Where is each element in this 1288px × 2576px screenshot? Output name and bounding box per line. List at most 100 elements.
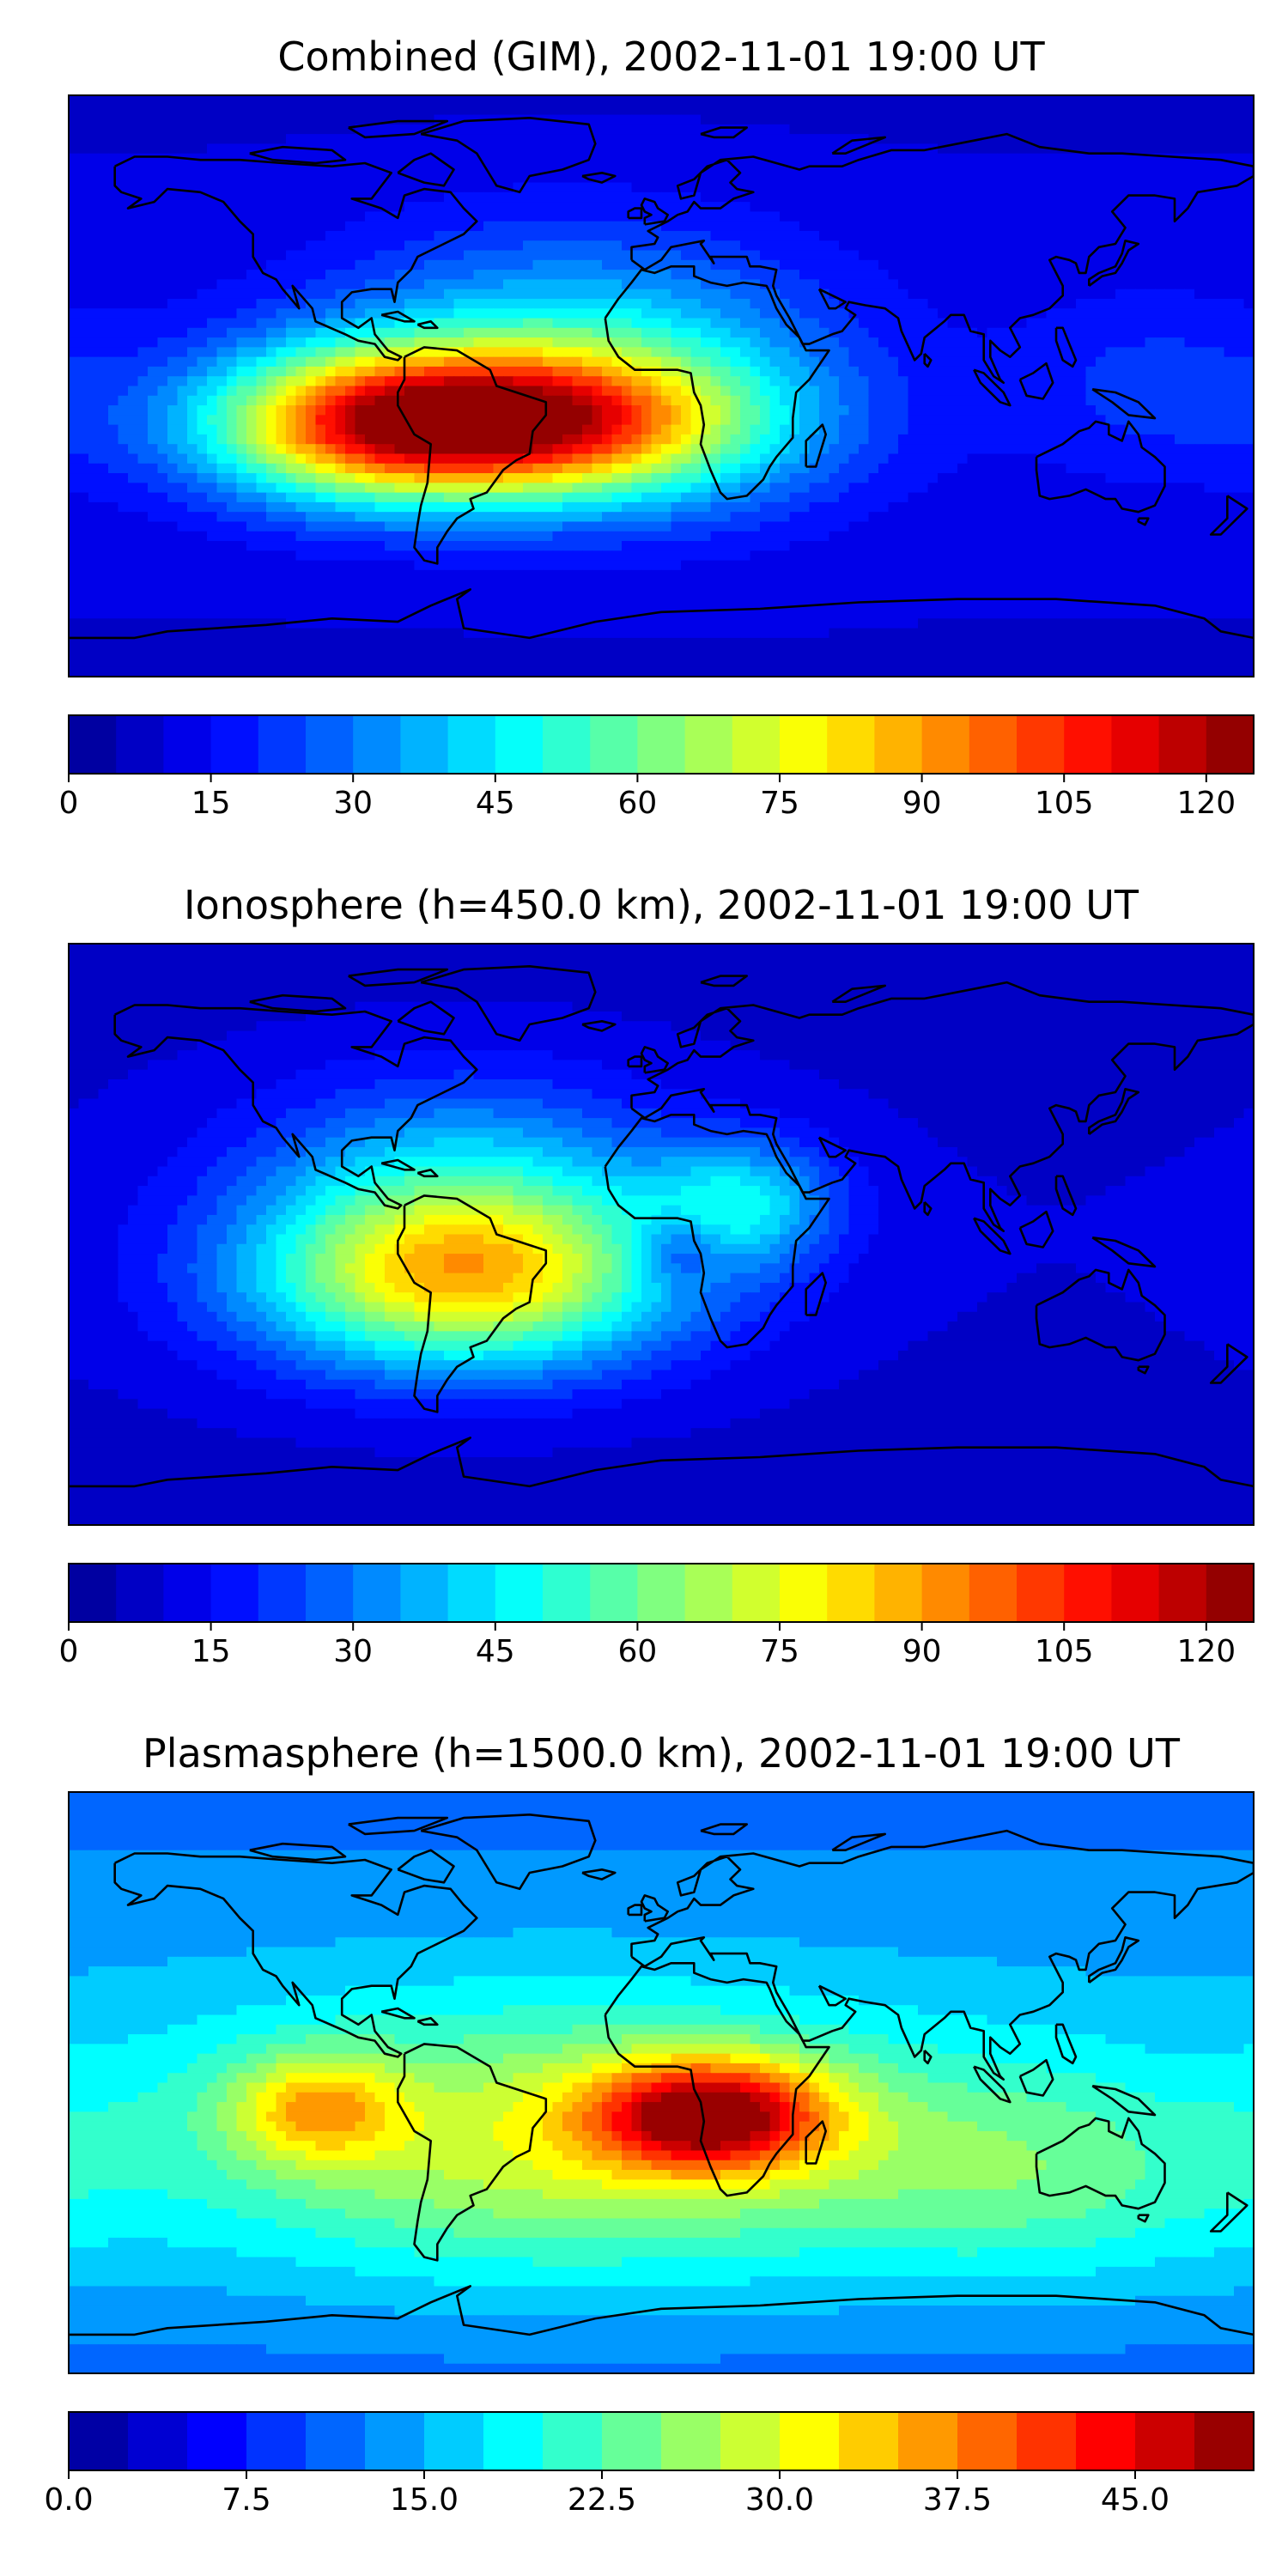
contour-cell xyxy=(602,395,613,406)
contour-cell xyxy=(572,473,583,483)
contour-cell xyxy=(98,327,109,338)
contour-cell xyxy=(671,95,682,106)
contour-cell xyxy=(1175,279,1186,290)
contour-cell xyxy=(888,95,899,106)
contour-cell xyxy=(878,143,890,155)
contour-cell xyxy=(187,347,198,358)
contour-cell xyxy=(1214,453,1225,465)
contour-cell xyxy=(503,453,514,465)
contour-cell xyxy=(1204,453,1215,465)
contour-cell xyxy=(1135,337,1146,348)
contour-cell xyxy=(622,308,633,319)
contour-cell xyxy=(898,298,909,309)
contour-cell xyxy=(592,182,603,193)
contour-cell xyxy=(1175,386,1186,397)
contour-cell xyxy=(148,327,159,338)
contour-cell xyxy=(997,318,1008,329)
contour-cell xyxy=(98,221,109,232)
contour-cell xyxy=(98,240,109,252)
contour-cell xyxy=(207,143,218,155)
contour-cell xyxy=(98,105,109,116)
contour-cell xyxy=(799,434,811,445)
contour-cell xyxy=(503,356,514,368)
contour-cell xyxy=(325,211,337,222)
contour-cell xyxy=(848,221,860,232)
contour-cell xyxy=(681,415,692,426)
contour-cell xyxy=(611,230,623,241)
contour-cell xyxy=(1096,473,1107,483)
contour-cell xyxy=(1175,298,1186,309)
contour-cell xyxy=(295,337,307,348)
contour-cell xyxy=(385,105,396,116)
contour-cell xyxy=(1125,173,1136,184)
contour-cell xyxy=(167,376,179,387)
contour-cell xyxy=(1096,173,1107,184)
contour-cell xyxy=(819,240,830,252)
contour-cell xyxy=(385,356,396,368)
contour-cell xyxy=(276,483,287,494)
contour-cell xyxy=(295,424,307,435)
contour-cell xyxy=(374,289,386,300)
contour-cell xyxy=(671,143,682,155)
contour-cell xyxy=(414,124,425,135)
contour-cell xyxy=(187,211,198,222)
contour-cell xyxy=(236,376,247,387)
contour-cell xyxy=(1046,105,1057,116)
contour-cell xyxy=(710,473,721,483)
contour-cell xyxy=(256,444,267,455)
contour-cell xyxy=(236,289,247,300)
contour-cell xyxy=(177,318,188,329)
contour-cell xyxy=(938,424,949,435)
contour-cell xyxy=(631,153,642,164)
contour-cell xyxy=(1066,211,1077,222)
contour-cell xyxy=(1214,415,1225,426)
contour-cell xyxy=(799,376,811,387)
contour-cell xyxy=(137,366,149,377)
contour-cell xyxy=(1046,230,1057,241)
contour-cell xyxy=(898,105,909,116)
contour-cell xyxy=(1017,95,1028,106)
contour-cell xyxy=(148,95,159,106)
contour-cell xyxy=(839,318,850,329)
contour-cell xyxy=(1224,114,1235,125)
contour-cell xyxy=(987,259,998,270)
contour-cell xyxy=(789,114,800,125)
contour-cell xyxy=(493,279,504,290)
contour-cell xyxy=(1145,376,1156,387)
contour-cell xyxy=(473,211,484,222)
contour-cell xyxy=(148,356,159,368)
contour-cell xyxy=(760,298,771,309)
contour-cell xyxy=(128,327,139,338)
contour-cell xyxy=(325,153,337,164)
contour-cell xyxy=(769,473,781,483)
contour-cell xyxy=(464,415,475,426)
contour-cell xyxy=(148,270,159,280)
contour-cell xyxy=(651,318,662,329)
contour-cell xyxy=(908,259,919,270)
contour-cell xyxy=(1046,162,1057,173)
contour-cell xyxy=(859,191,870,203)
contour-cell xyxy=(848,483,860,494)
contour-cell xyxy=(523,202,534,212)
contour-cell xyxy=(532,347,544,358)
contour-cell xyxy=(118,114,129,125)
contour-cell xyxy=(582,105,593,116)
contour-cell xyxy=(69,492,80,503)
contour-cell xyxy=(227,395,238,406)
contour-cell xyxy=(848,424,860,435)
contour-cell xyxy=(572,463,583,474)
contour-cell xyxy=(266,463,277,474)
contour-cell xyxy=(197,259,208,270)
contour-cell xyxy=(622,221,633,232)
contour-cell xyxy=(434,444,445,455)
contour-cell xyxy=(839,182,850,193)
contour-cell xyxy=(207,173,218,184)
contour-cell xyxy=(918,386,929,397)
contour-cell xyxy=(227,230,238,241)
contour-cell xyxy=(98,298,109,309)
contour-cell xyxy=(1046,173,1057,184)
contour-cell xyxy=(681,153,692,164)
contour-cell xyxy=(987,347,998,358)
contour-cell xyxy=(493,298,504,309)
contour-cell xyxy=(947,444,958,455)
